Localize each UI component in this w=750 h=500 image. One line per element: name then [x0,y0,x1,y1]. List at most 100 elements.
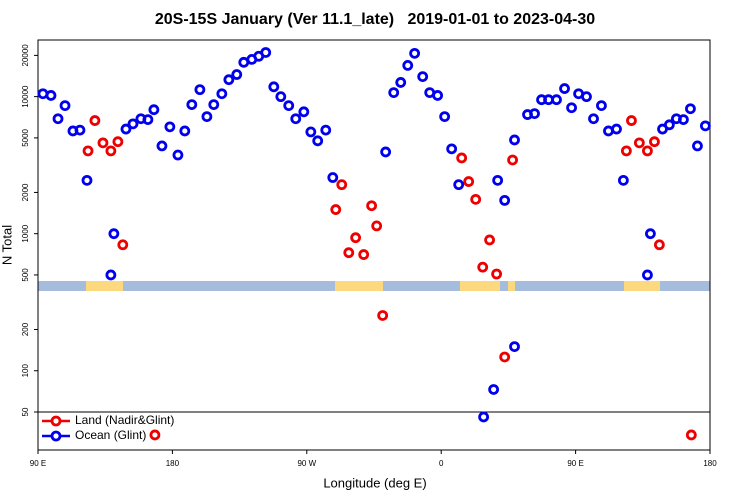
point [117,239,129,251]
point [97,137,109,149]
point [298,106,310,118]
point [499,194,511,206]
point [581,91,592,103]
point [120,123,132,135]
point [402,60,414,71]
point [484,234,495,246]
point [492,174,504,186]
x-tick-label: 90 W [297,459,316,468]
y-tick-label: 50 [21,407,30,416]
point [620,145,632,157]
point [678,114,689,125]
point [105,145,117,157]
point [89,115,101,126]
point [82,145,94,157]
surface-strip [38,281,710,291]
point [611,123,622,135]
point [208,99,220,110]
x-axis-title: Longitude (deg E) [323,475,426,490]
point [596,100,607,112]
point [52,113,64,125]
point [350,232,362,244]
legend-label: Ocean (Glint) [75,428,146,442]
point [223,74,235,86]
point [194,84,206,96]
point [626,115,637,126]
point [488,384,500,395]
legend-marker [50,415,62,427]
y-tick-label: 10000 [21,85,30,108]
point [642,269,653,281]
chart-title: 20S-15S January (Ver 11.1_late) 2019-01-… [155,11,595,28]
point [336,179,348,191]
point [312,135,324,147]
legend-marker [50,430,62,442]
point [127,118,139,130]
point [633,137,645,149]
point [499,351,511,363]
point [507,154,518,166]
plot-frame [37,39,711,451]
point [470,193,482,205]
point [509,341,520,353]
point [366,200,378,212]
x-tick-label: 90 E [567,459,583,468]
y-tick-label: 2000 [21,183,30,201]
point [108,228,120,240]
point [377,310,389,321]
point [290,113,302,125]
point [395,77,407,88]
point [509,134,520,146]
y-axis-title: N Total [0,225,14,265]
point [446,143,458,155]
y-tick-label: 1000 [21,224,30,242]
point [491,268,503,280]
point [343,247,355,259]
point [216,88,228,100]
point [186,99,198,110]
point [649,136,660,148]
point [432,90,444,101]
x-tick-label: 180 [166,459,180,468]
point [588,113,599,125]
y-tick-label: 20000 [21,44,30,67]
point [320,124,332,136]
point [283,100,295,112]
point [201,111,213,123]
point [417,71,429,83]
point [275,91,287,103]
point [685,103,696,115]
point [566,102,577,114]
y-tick-label: 200 [21,322,30,336]
point [388,87,400,99]
point [653,239,665,251]
point [642,145,653,157]
point [699,120,711,132]
point [268,81,280,93]
point [45,90,57,101]
point [439,111,451,123]
point [380,146,392,158]
point [409,47,421,59]
point [371,220,383,232]
point [260,47,272,58]
point [59,100,71,112]
point [477,261,489,273]
point [617,174,629,186]
x-tick-label: 90 E [30,459,46,468]
point [327,172,339,183]
point [645,228,656,240]
point [305,126,317,138]
point [156,140,168,152]
point [478,411,490,423]
point [463,176,475,187]
point [179,125,191,137]
point [149,429,161,441]
point [148,104,160,116]
legend-label: Land (Nadir&Glint) [75,413,174,427]
point [663,119,675,131]
y-tick-label: 100 [21,364,30,378]
point [529,108,540,120]
point [164,121,176,133]
